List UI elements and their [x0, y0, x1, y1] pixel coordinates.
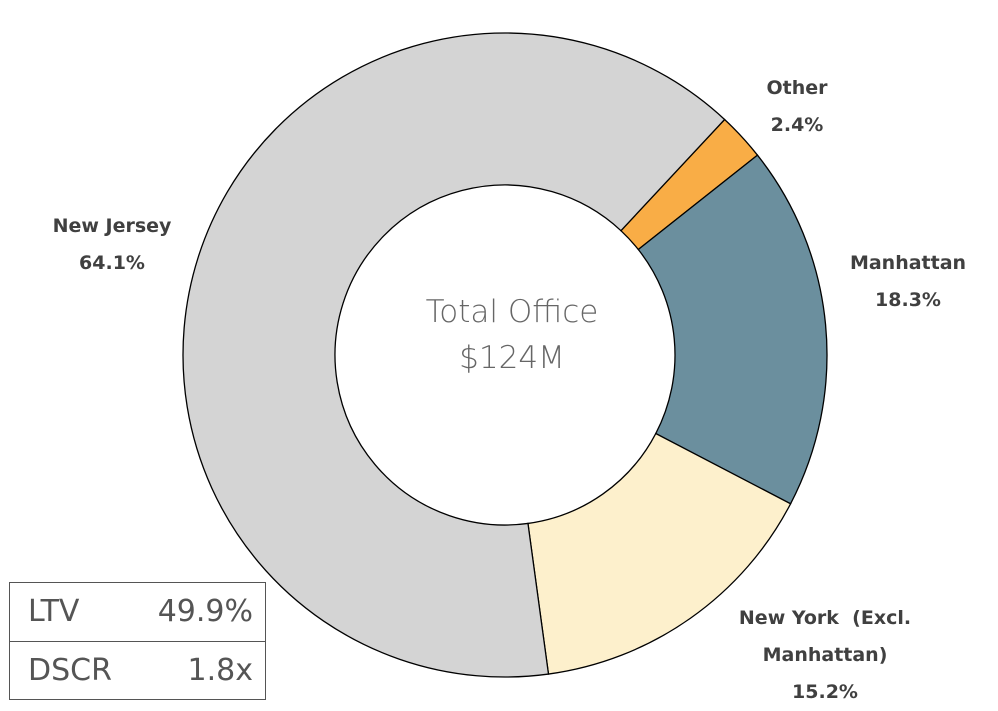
slice-label: Manhattan 18.3%	[850, 245, 966, 319]
slice-label: New York (Excl. Manhattan) 15.2%	[710, 600, 940, 711]
slice-name: Other	[766, 77, 828, 99]
slice-name: Manhattan	[849, 252, 967, 274]
table-row: DSCR 1.8x	[9, 640, 266, 700]
metrics-table: LTV 49.9% DSCR 1.8x	[9, 582, 266, 700]
table-cell: LTV	[9, 582, 135, 642]
center-total: $124M	[459, 340, 565, 376]
slice-value: 18.3%	[875, 289, 941, 311]
slice-label: Other 2.4%	[766, 70, 827, 144]
slice-value: 15.2%	[792, 681, 858, 703]
slice-value: 64.1%	[79, 252, 145, 274]
table-cell: 49.9%	[134, 582, 266, 642]
slice-label: New Jersey 64.1%	[53, 208, 172, 282]
donut-slice	[182, 32, 726, 678]
slice-name: New Jersey	[52, 215, 172, 237]
table-cell: DSCR	[9, 640, 135, 700]
table-cell: 1.8x	[134, 640, 266, 700]
slice-value: 2.4%	[770, 114, 824, 136]
slice-name: New York (Excl. Manhattan)	[738, 607, 918, 666]
donut-slice	[637, 154, 828, 505]
donut-slice	[527, 432, 792, 675]
table-row: LTV 49.9%	[9, 582, 266, 642]
center-title: Total Office	[426, 294, 599, 330]
